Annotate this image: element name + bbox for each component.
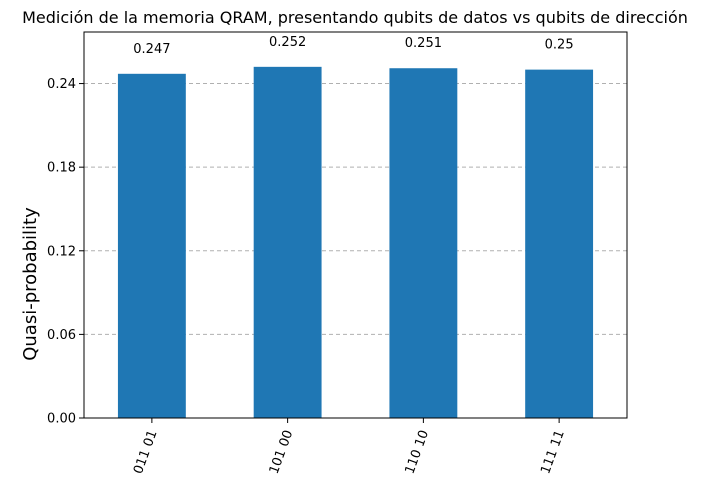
bar — [525, 69, 594, 419]
plot-frame — [83, 31, 628, 419]
x-tick-label: 111 11 — [538, 428, 568, 476]
y-tick-label: 0.12 — [47, 244, 76, 259]
data-label: 0.251 — [405, 36, 442, 51]
y-tick-label: 0.18 — [47, 161, 76, 176]
x-axis: 011 01 101 00 110 10 111 11 — [131, 418, 568, 476]
y-axis: 0.00 0.06 0.12 0.18 0.24 — [47, 77, 84, 427]
x-tick-label: 110 10 — [402, 428, 432, 476]
y-tick-label: 0.00 — [47, 412, 76, 427]
chart-title: Medición de la memoria QRAM, presentando… — [22, 8, 688, 27]
bars — [117, 66, 594, 419]
data-label: 0.252 — [269, 35, 306, 50]
bar — [117, 73, 186, 418]
x-tick-label: 101 00 — [267, 428, 297, 476]
y-tick-label: 0.24 — [47, 77, 76, 92]
y-axis-label: Quasi-probability — [20, 207, 41, 361]
y-tick-label: 0.06 — [47, 328, 76, 343]
bar — [253, 66, 322, 418]
x-tick-label: 011 01 — [131, 428, 161, 476]
data-label: 0.247 — [133, 42, 170, 57]
data-labels: 0.247 0.252 0.251 0.25 — [133, 35, 573, 57]
data-label: 0.25 — [545, 38, 574, 53]
bar — [389, 68, 458, 418]
